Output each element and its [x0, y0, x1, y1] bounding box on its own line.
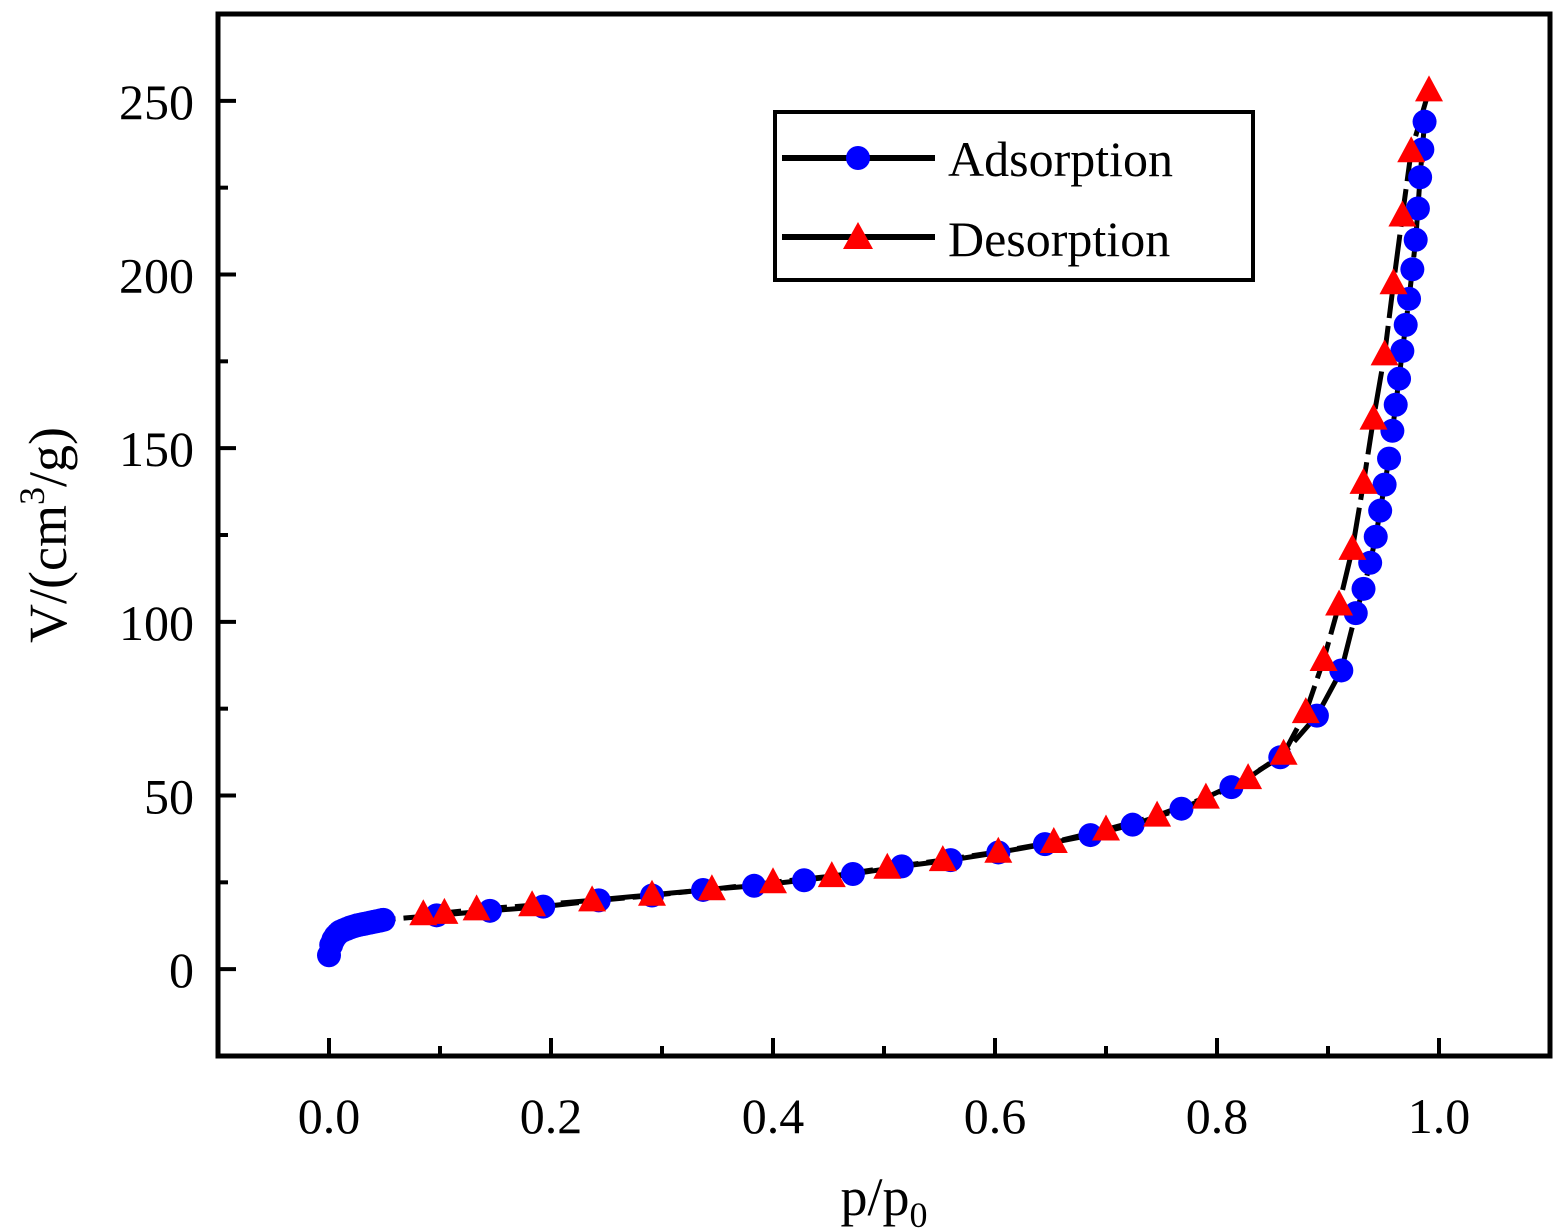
desorption-point: [697, 874, 726, 901]
adsorption-point: [1405, 196, 1430, 221]
y-axis-tick-labels: 0 50 100 150 200 250: [119, 74, 194, 998]
adsorption-point: [792, 868, 817, 893]
legend: Adsorption Desorption: [773, 110, 1255, 282]
x-tick-label: 1.0: [1408, 1088, 1471, 1144]
y-tick-label: 150: [119, 421, 194, 477]
legend-label-adsorption: Adsorption: [948, 131, 1173, 187]
y-tick-label: 100: [119, 595, 194, 651]
desorption-point: [1338, 533, 1367, 560]
desorption-point: [638, 879, 666, 906]
desorption-point: [1269, 738, 1298, 765]
desorption-point: [1309, 645, 1338, 671]
y-tick-label: 0: [169, 942, 194, 998]
adsorption-point: [1343, 601, 1368, 626]
desorption-point: [1359, 403, 1388, 430]
adsorption-point: [1351, 576, 1376, 601]
adsorption-point: [1368, 498, 1393, 523]
y-tick-label: 50: [144, 769, 194, 825]
adsorption-point: [840, 861, 865, 886]
adsorption-point: [1219, 775, 1244, 800]
desorption-point: [1325, 589, 1354, 616]
adsorption-point: [1390, 338, 1415, 363]
adsorption-point: [1363, 524, 1388, 549]
adsorption-point: [1329, 658, 1354, 683]
desorption-point: [1349, 467, 1378, 494]
desorption-point: [1039, 827, 1068, 853]
adsorption-point: [1383, 392, 1408, 417]
series-line-adsorption: [326, 121, 1428, 956]
desorption-point: [1191, 782, 1220, 809]
desorption-point: [1092, 814, 1120, 841]
legend-label-desorption: Desorption: [948, 211, 1170, 267]
x-axis-label: p/p0: [840, 1167, 927, 1230]
desorption-point: [1388, 200, 1417, 227]
adsorption-point: [742, 873, 767, 898]
adsorption-point: [1393, 312, 1418, 337]
desorption-point: [759, 867, 787, 894]
desorption-point: [1291, 697, 1320, 724]
x-axis-tick-labels: 0.0 0.2 0.4 0.6 0.8 1.0: [298, 1088, 1471, 1144]
desorption-point: [1379, 268, 1408, 295]
y-axis-ticks: [218, 12, 236, 972]
adsorption-point: [1120, 812, 1145, 837]
x-tick-label: 0.8: [1186, 1088, 1249, 1144]
x-tick-label: 0.6: [964, 1088, 1027, 1144]
y-tick-label: 200: [119, 248, 194, 304]
legend-marker-adsorption: [846, 146, 870, 170]
desorption-point: [984, 836, 1013, 863]
x-tick-label: 0.0: [298, 1088, 361, 1144]
adsorption-point: [1412, 109, 1437, 134]
desorption-point: [928, 845, 957, 872]
desorption-point: [817, 861, 846, 888]
desorption-point: [430, 897, 459, 924]
adsorption-point: [1372, 472, 1397, 497]
y-tick-label: 250: [119, 74, 194, 130]
desorption-point: [1234, 763, 1263, 790]
desorption-point: [462, 894, 491, 921]
x-axis-ticks: [327, 1038, 1441, 1056]
y-axis-label: V/(cm3/g): [12, 427, 78, 643]
desorption-point: [409, 899, 438, 926]
adsorption-point: [1078, 823, 1103, 848]
adsorption-point: [1387, 366, 1412, 391]
desorption-point: [578, 885, 607, 912]
legend-box: [773, 110, 1255, 282]
adsorption-point: [371, 907, 396, 932]
series-markers: [317, 75, 1443, 968]
adsorption-point: [1169, 796, 1194, 821]
legend-marker-desorption: [843, 222, 873, 249]
desorption-point: [1397, 136, 1426, 163]
adsorption-point: [1408, 165, 1433, 190]
desorption-point: [518, 890, 547, 917]
adsorption-point: [1377, 446, 1402, 471]
desorption-point: [873, 852, 902, 879]
adsorption-point: [1403, 227, 1428, 252]
x-tick-label: 0.4: [742, 1088, 805, 1144]
adsorption-point: [1400, 257, 1425, 282]
desorption-point: [1143, 800, 1172, 827]
x-tick-label: 0.2: [520, 1088, 583, 1144]
desorption-point: [1370, 339, 1399, 366]
desorption-point: [1415, 75, 1443, 102]
adsorption-point: [1380, 418, 1405, 443]
